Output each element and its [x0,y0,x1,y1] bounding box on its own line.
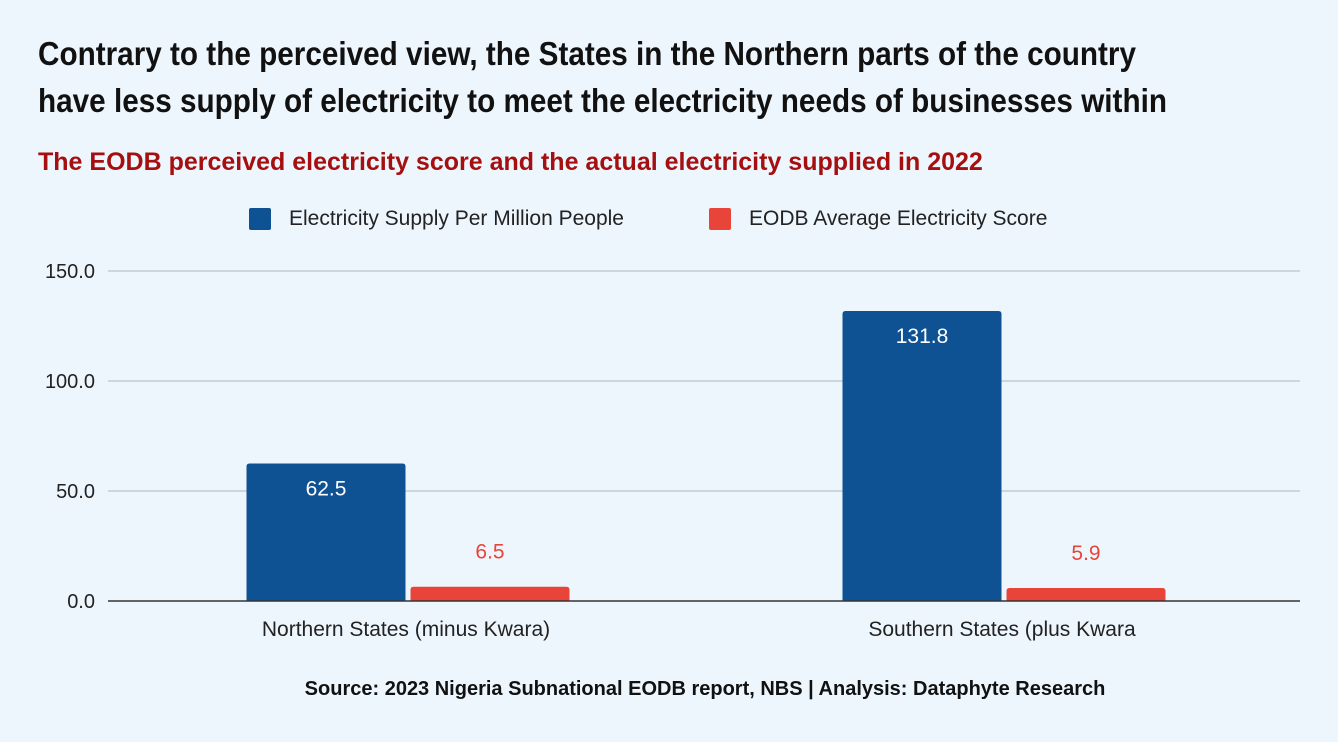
data-label: 62.5 [306,478,347,501]
x-tick-label: Southern States (plus Kwara [868,618,1136,641]
headline-line-1: Contrary to the perceived view, the Stat… [38,35,1137,72]
bar [246,463,406,601]
headline-line-2: have less supply of electricity to meet … [38,82,1167,119]
bar [410,586,570,601]
legend-item-supply: Electricity Supply Per Million People [249,204,624,234]
chart-legend: Electricity Supply Per Million People EO… [0,204,1338,234]
y-tick-label: 50.0 [56,481,95,503]
x-tick-label: Northern States (minus Kwara) [262,618,550,641]
bar [1006,588,1166,601]
data-label: 131.8 [896,325,949,348]
legend-label-score: EODB Average Electricity Score [749,207,1048,230]
bar [842,311,1002,601]
data-label: 6.5 [475,541,504,564]
chart-headline: Contrary to the perceived view, the Stat… [38,30,1181,124]
legend-swatch-supply [249,208,271,230]
legend-item-score: EODB Average Electricity Score [709,204,1047,234]
chart-title: The EODB perceived electricity score and… [38,148,983,176]
source-note: Source: 2023 Nigeria Subnational EODB re… [304,678,1106,700]
data-label: 5.9 [1071,542,1100,565]
legend-swatch-score [709,208,731,230]
y-tick-label: 150.0 [45,261,95,283]
legend-label-supply: Electricity Supply Per Million People [289,207,624,230]
y-tick-label: 0.0 [67,591,95,613]
y-tick-label: 100.0 [45,371,95,393]
